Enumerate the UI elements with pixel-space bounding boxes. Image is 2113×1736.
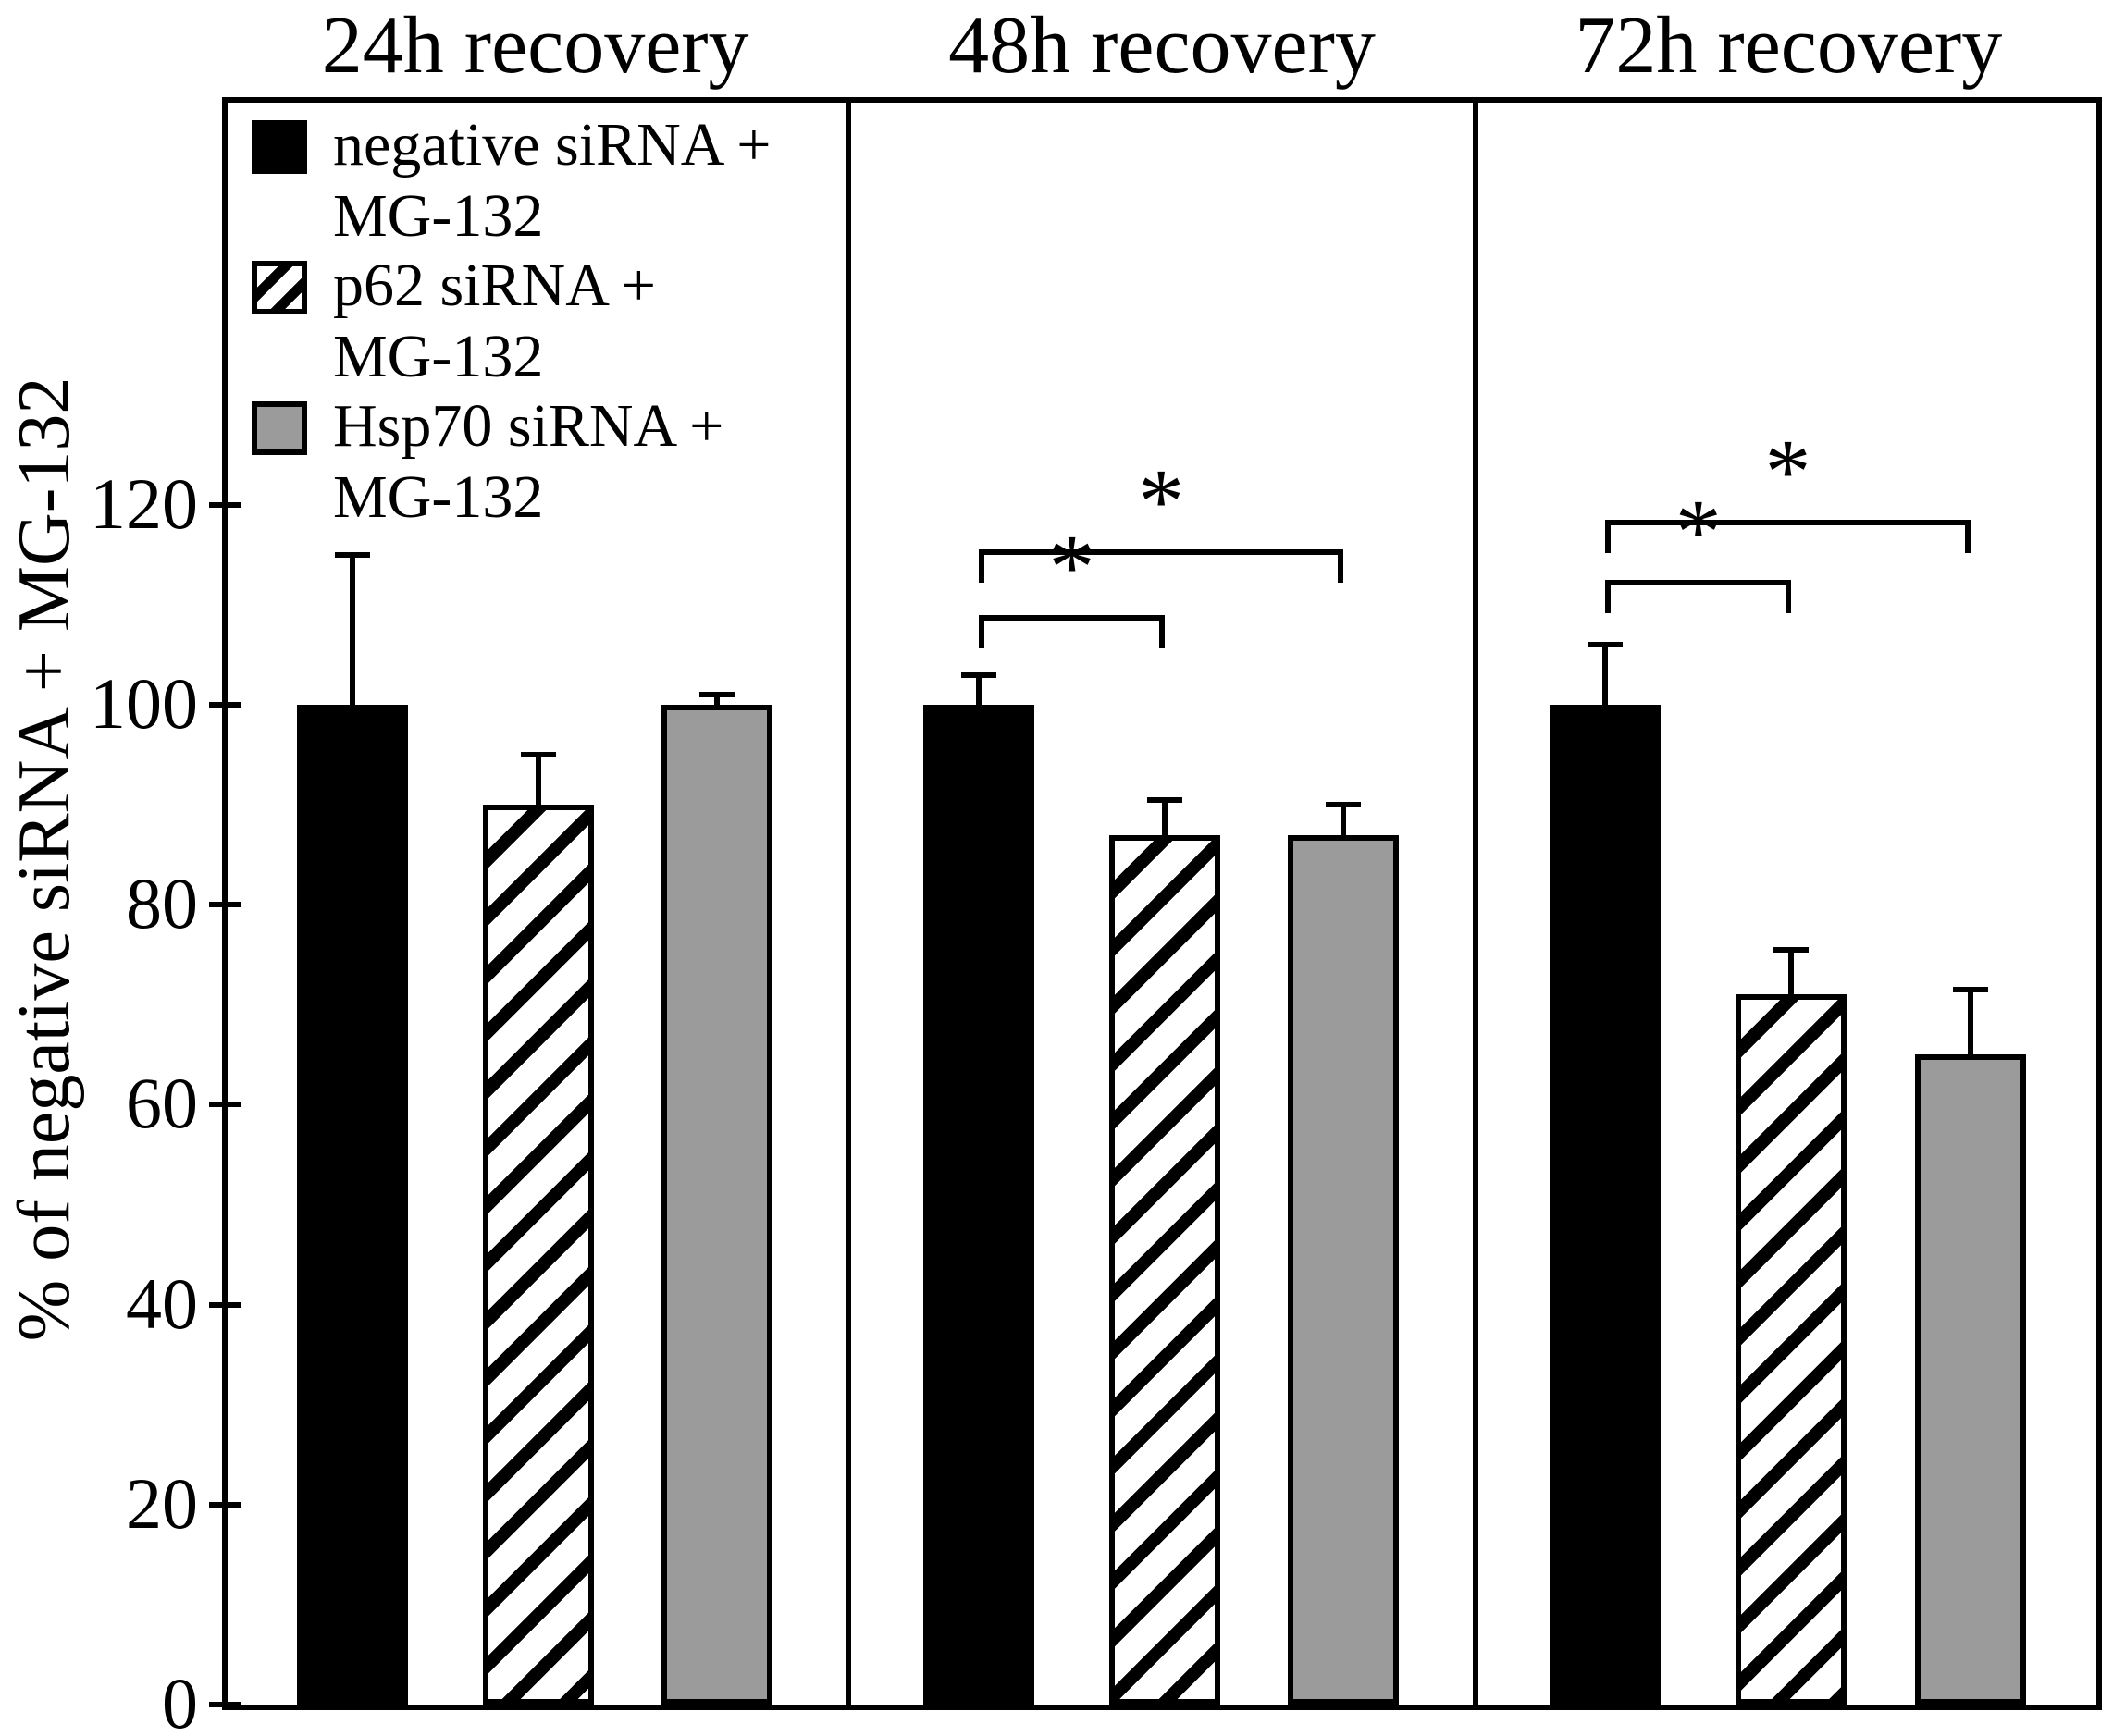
y-tick-label: 100 [90, 663, 198, 744]
error-bar-line [1788, 949, 1795, 995]
y-tick-label: 120 [90, 462, 198, 544]
y-tick-mark [209, 1102, 241, 1108]
error-bar-cap [960, 671, 996, 678]
legend-label-line2: MG-132 [333, 463, 544, 531]
y-tick-label: 20 [126, 1462, 198, 1544]
legend-label-line2: MG-132 [333, 323, 544, 390]
error-bar-line [714, 695, 721, 705]
bar-diagonal-hatch [482, 805, 594, 1705]
legend-row: p62 siRNA + [252, 250, 656, 321]
error-bar-cap [334, 551, 370, 558]
y-tick-label: 40 [126, 1262, 198, 1344]
bar-solid-black [296, 705, 408, 1705]
significance-bracket [1605, 520, 1971, 553]
y-tick-mark [209, 1702, 241, 1707]
error-bar-cap [699, 692, 735, 698]
y-tick-label: 80 [126, 863, 198, 944]
bar-solid-gray [1914, 1054, 2026, 1705]
significance-asterisk: * [1048, 514, 1095, 618]
y-tick-mark [209, 1301, 241, 1308]
legend-swatch-solid-gray [252, 401, 307, 455]
significance-asterisk: * [1764, 420, 1811, 523]
legend-row: negative siRNA + [252, 109, 772, 180]
bar-solid-black [1550, 705, 1662, 1705]
panel-title: 48h recovery [948, 1, 1376, 91]
error-bar-cap [1326, 802, 1362, 808]
bar-diagonal-hatch [1736, 994, 1847, 1705]
y-tick-mark [209, 702, 241, 708]
error-bar-cap [1952, 987, 1988, 993]
error-bar-line [535, 755, 541, 806]
significance-bracket [978, 614, 1166, 648]
legend-row: Hsp70 siRNA + [252, 390, 723, 462]
error-bar-cap [1147, 796, 1183, 803]
bar-solid-gray [1288, 834, 1400, 1705]
legend-swatch-diagonal-hatch [252, 261, 307, 314]
panel-divider [846, 97, 852, 1705]
error-bar-cap [520, 752, 556, 758]
error-bar-line [1602, 645, 1609, 705]
y-tick-mark [209, 501, 241, 508]
legend-label-line2: MG-132 [333, 182, 544, 250]
error-bar-line [1967, 990, 1973, 1055]
legend-entry: p62 siRNA + MG-132 [252, 250, 656, 392]
error-bar-cap [1773, 946, 1810, 953]
legend-entry: Hsp70 siRNA + MG-132 [252, 390, 723, 533]
error-bar-line [1162, 799, 1168, 835]
bar-diagonal-hatch [1109, 834, 1221, 1705]
significance-bracket [1605, 579, 1792, 613]
error-bar-line [1341, 805, 1347, 835]
significance-bracket [978, 549, 1344, 584]
significance-asterisk: * [1138, 449, 1185, 553]
legend-entry: negative siRNA + MG-132 [252, 109, 772, 252]
legend-swatch-solid-black [252, 120, 307, 174]
legend-label-line1: Hsp70 siRNA + [333, 392, 724, 460]
legend-label-line1: p62 siRNA + [333, 252, 656, 319]
bar-solid-gray [661, 705, 773, 1705]
error-bar-line [349, 554, 355, 705]
y-tick-label: 0 [162, 1663, 198, 1736]
panel-title: 72h recovery [1575, 1, 2003, 91]
panel-title: 24h recovery [321, 1, 749, 91]
y-tick-mark [209, 1501, 241, 1508]
error-bar-cap [1588, 642, 1624, 648]
y-tick-mark [209, 902, 241, 908]
y-tick-label: 60 [126, 1063, 198, 1144]
legend-label-line1: negative siRNA + [333, 111, 772, 179]
bar-solid-black [922, 705, 1034, 1705]
error-bar-line [975, 674, 982, 705]
significance-asterisk: * [1674, 479, 1722, 583]
panel-divider [1472, 97, 1478, 1705]
